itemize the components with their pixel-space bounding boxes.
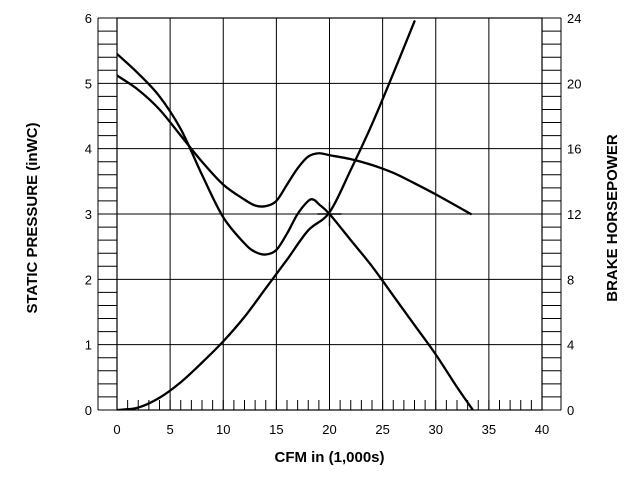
plot-frame xyxy=(116,17,543,411)
y2-tick-labels: 0 4 8 12 16 20 24 xyxy=(567,11,581,418)
x-tick-label: 15 xyxy=(269,422,283,437)
x-tick-label: 0 xyxy=(113,422,120,437)
y-tick-labels: 0 1 2 3 4 5 6 xyxy=(85,11,92,418)
y2-tick-label: 8 xyxy=(567,272,574,287)
x-tick-label: 10 xyxy=(216,422,230,437)
x-tick-label: 30 xyxy=(429,422,443,437)
y2-axis-title: BRAKE HORSEPOWER xyxy=(604,134,621,302)
y-tick-label: 1 xyxy=(85,338,92,353)
x-tick-label: 20 xyxy=(322,422,336,437)
series-line-1 xyxy=(117,52,475,410)
minor-ticks xyxy=(97,17,562,411)
y2-tick-label: 12 xyxy=(567,207,581,222)
x-tick-labels: 0 5 10 15 20 25 30 35 40 xyxy=(113,422,549,437)
y-tick-label: 4 xyxy=(85,142,92,157)
x-tick-label: 40 xyxy=(535,422,549,437)
x-tick-label: 25 xyxy=(375,422,389,437)
y-tick-label: 5 xyxy=(85,76,92,91)
y-tick-label: 2 xyxy=(85,272,92,287)
y-tick-label: 6 xyxy=(85,11,92,26)
series-lines xyxy=(117,20,475,410)
operating-point-marker xyxy=(317,202,342,226)
y2-tick-label: 24 xyxy=(567,11,581,26)
x-axis-title: CFM in (1,000s) xyxy=(274,449,384,466)
y2-tick-label: 0 xyxy=(567,403,574,418)
y2-tick-label: 20 xyxy=(567,76,581,91)
y-axis-title: STATIC PRESSURE (inWC) xyxy=(24,122,41,313)
x-tick-label: 35 xyxy=(482,422,496,437)
y2-tick-label: 16 xyxy=(567,142,581,157)
y-tick-label: 3 xyxy=(85,207,92,222)
y-tick-label: 0 xyxy=(85,403,92,418)
series-line-3 xyxy=(117,20,416,410)
x-tick-label: 5 xyxy=(167,422,174,437)
series-line-2 xyxy=(117,74,472,216)
y2-tick-label: 4 xyxy=(567,338,574,353)
